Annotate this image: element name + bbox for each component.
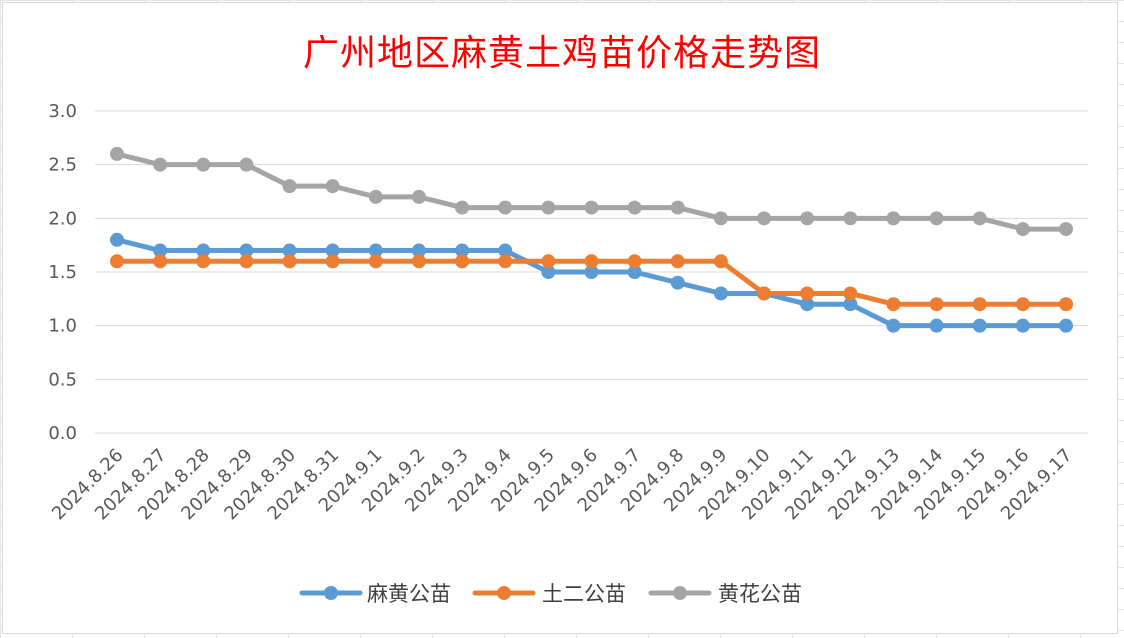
data-point (1015, 222, 1030, 237)
data-point (972, 297, 987, 312)
data-point (239, 157, 254, 172)
data-point (972, 318, 987, 333)
data-point (800, 286, 815, 301)
data-point (282, 179, 297, 194)
y-axis-tick-labels: 0.0 0.5 1.0 1.5 2.0 2.5 3.0 (48, 101, 77, 444)
data-point (757, 211, 772, 226)
data-point (1015, 297, 1030, 312)
data-point (972, 211, 987, 226)
data-point (584, 200, 599, 215)
data-point (498, 243, 513, 258)
data-point (239, 254, 254, 269)
data-point (411, 189, 426, 204)
data-point (800, 211, 815, 226)
data-point (411, 254, 426, 269)
series-3 (110, 146, 1073, 237)
data-point (368, 254, 383, 269)
data-point (541, 200, 556, 215)
data-point (929, 318, 944, 333)
data-point (368, 189, 383, 204)
data-point (886, 297, 901, 312)
data-point (843, 286, 858, 301)
data-point (455, 254, 470, 269)
data-point (670, 254, 685, 269)
data-point (110, 146, 124, 161)
y-tick-label: 2.5 (48, 155, 77, 176)
plot-series (110, 146, 1073, 333)
data-point (196, 157, 211, 172)
data-point (757, 286, 772, 301)
data-point (800, 297, 815, 312)
series-1 (110, 232, 1073, 333)
legend-label: 土二公苗 (542, 582, 626, 606)
data-point (411, 243, 426, 258)
data-point (584, 254, 599, 269)
legend-item: 土二公苗 (472, 582, 626, 606)
data-point (110, 254, 124, 269)
y-tick-label: 2.0 (48, 208, 77, 229)
data-point (670, 200, 685, 215)
data-point (541, 265, 556, 279)
y-tick-label: 0.0 (48, 423, 77, 444)
data-point (455, 243, 470, 258)
data-point (1059, 318, 1073, 333)
data-point (713, 254, 728, 269)
data-point (498, 200, 513, 215)
data-point (713, 286, 728, 301)
data-point (886, 211, 901, 226)
y-tick-label: 1.0 (48, 316, 77, 337)
data-point (584, 265, 599, 279)
x-axis-tick-labels: 2024.8.262024.8.272024.8.282024.8.292024… (48, 445, 1077, 525)
data-point (713, 211, 728, 226)
legend-label: 麻黄公苗 (367, 582, 451, 606)
data-point (196, 243, 211, 258)
data-point (282, 254, 297, 269)
data-point (196, 254, 211, 269)
data-point (368, 243, 383, 258)
data-point (153, 254, 168, 269)
legend-marker (497, 586, 511, 600)
data-point (886, 318, 901, 333)
data-point (153, 157, 168, 172)
data-point (1059, 222, 1073, 237)
data-point (239, 243, 254, 258)
legend-item: 麻黄公苗 (299, 582, 451, 606)
y-tick-label: 0.5 (48, 369, 77, 390)
data-point (929, 211, 944, 226)
legend-item: 黄花公苗 (648, 582, 802, 606)
legend-label: 黄花公苗 (718, 582, 802, 606)
y-tick-label: 3.0 (48, 101, 77, 122)
series-2 (110, 254, 1073, 312)
data-point (929, 297, 944, 312)
legend-marker (324, 586, 338, 600)
data-point (282, 243, 297, 258)
data-point (325, 243, 340, 258)
data-point (1015, 318, 1030, 333)
data-point (843, 297, 858, 312)
data-point (843, 211, 858, 226)
data-point (325, 179, 340, 194)
data-point (670, 275, 685, 290)
data-point (627, 200, 642, 215)
data-point (325, 254, 340, 269)
legend: 麻黄公苗 土二公苗 黄花公苗 (299, 582, 802, 606)
data-point (455, 200, 470, 215)
data-point (110, 232, 124, 247)
data-point (153, 243, 168, 258)
chart-title: 广州地区麻黄土鸡苗价格走势图 (302, 33, 821, 74)
data-point (1059, 297, 1073, 312)
legend-marker (673, 586, 687, 600)
y-tick-label: 1.5 (48, 262, 77, 283)
data-point (627, 265, 642, 279)
data-point (627, 254, 642, 269)
data-point (498, 254, 513, 269)
data-point (541, 254, 556, 269)
series-line (114, 151, 1069, 232)
series-line (114, 237, 1069, 329)
